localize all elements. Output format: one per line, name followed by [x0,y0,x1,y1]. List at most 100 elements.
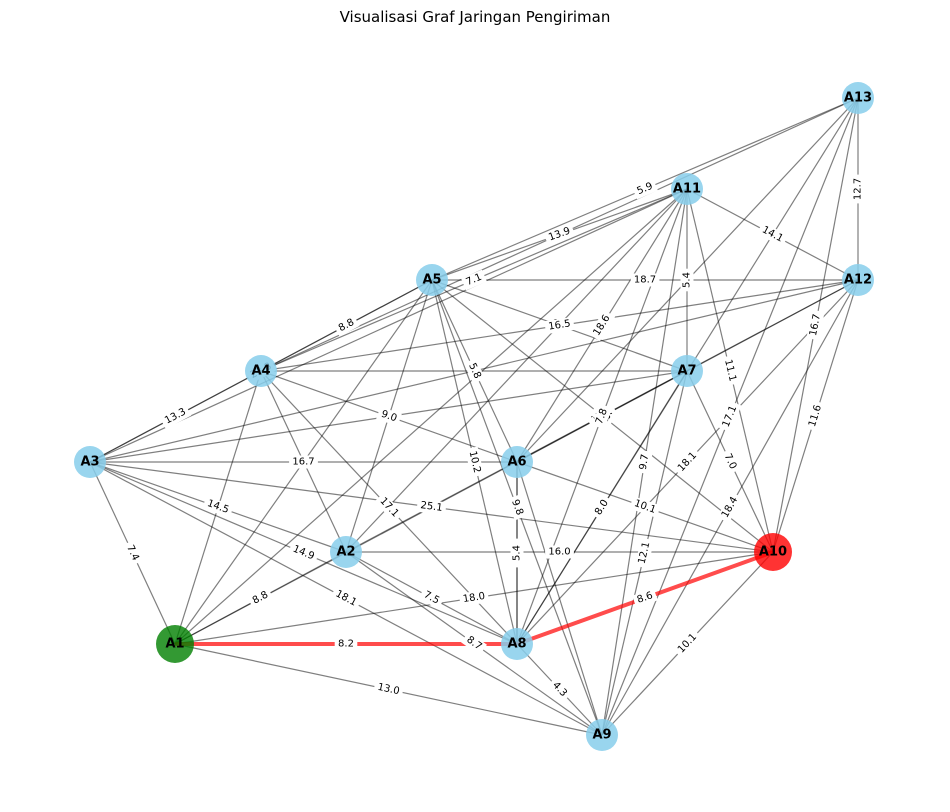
node-a3: A3 [74,446,106,478]
edge-weight-label: 14.5 [202,496,234,518]
svg-text:18.0: 18.0 [462,591,486,605]
edge-weight-label: 7.5 [418,586,445,610]
edge-weight-label: 8.6 [632,588,658,608]
edge-weight-label: 16.7 [289,455,318,469]
svg-text:10.2: 10.2 [467,450,483,474]
edge-weight-label: 18.1 [330,585,362,612]
svg-text:12.1: 12.1 [637,541,653,565]
edge-weight-label: 11.1 [720,354,740,387]
svg-text:5.4: 5.4 [512,545,523,561]
edge-weight-label: 7.8 [591,403,613,430]
edge-weight-label: 18.6 [588,309,616,342]
svg-text:13.0: 13.0 [376,682,400,697]
edge-weight-label: 17.1 [718,400,742,433]
edge-weight-label: 5.8 [463,358,486,384]
graph-title: Visualisasi Graf Jaringan Pengiriman [339,8,611,26]
edge-weight-label: 5.4 [680,268,694,292]
node-circle [754,533,792,571]
node-label: A12 [844,273,872,288]
edge-weight-label: 13.3 [159,403,192,430]
node-circle [416,264,448,296]
svg-text:18.7: 18.7 [634,275,656,286]
node-a4: A4 [245,355,277,387]
node-a9: A9 [586,719,618,751]
edge-weight-label: 8.2 [334,637,358,651]
node-a2: A2 [330,536,362,568]
edge-weight-label: 9.7 [636,449,653,475]
node-label: A9 [592,728,611,743]
node-circle [671,173,703,205]
edge-weight-label: 9.0 [376,406,402,427]
svg-text:11.1: 11.1 [722,358,738,382]
node-circle [74,446,106,478]
svg-text:16.5: 16.5 [548,318,572,332]
node-label: A6 [507,455,526,470]
svg-text:25.1: 25.1 [420,500,444,514]
edge-weight-label: 7.0 [719,448,741,475]
node-label: A11 [673,182,701,197]
svg-text:8.2: 8.2 [338,639,354,650]
edge-weight-label: 25.1 [416,498,447,516]
node-label: A7 [677,364,696,379]
node-circle [842,264,874,296]
edge-weight-label: 18.7 [630,273,660,287]
svg-text:9.8: 9.8 [509,498,525,517]
svg-text:16.7: 16.7 [292,457,314,468]
node-label: A5 [422,273,441,288]
node-circle [156,625,194,663]
edge-weight-label: 8.8 [247,586,274,610]
node-a11: A11 [671,173,703,205]
edge-a3-a11 [89,188,688,463]
edge-weight-label: 10.2 [464,446,485,478]
node-a10: A10 [754,533,792,571]
node-circle [501,446,533,478]
node-label: A3 [80,455,99,470]
edge-weight-label: 10.1 [629,496,661,518]
svg-text:12.7: 12.7 [853,178,864,200]
node-label: A10 [759,545,787,560]
edge-labels-layer: 7.4 8.8 13.0 18.0 14.5 7.5 8.7 16.0 11.1 18.1 14.9… [121,174,865,703]
edge-weight-label: 12.1 [634,537,655,569]
node-circle [245,355,277,387]
node-a7: A7 [671,355,703,387]
edge-weight-label: 16.7 [806,309,825,341]
edge-weight-label: 16.5 [544,316,575,335]
edge-weight-label: 18.0 [458,589,490,607]
edge-a1-a11 [174,188,688,645]
edge-weight-label: 14.9 [287,541,320,565]
node-label: A8 [507,637,526,652]
svg-text:9.7: 9.7 [638,453,651,470]
svg-text:5.4: 5.4 [682,272,693,288]
svg-text:8.6: 8.6 [636,590,655,606]
node-label: A13 [844,91,872,106]
edge-weight-label: 9.8 [506,494,528,521]
node-label: A2 [336,545,355,560]
node-label: A1 [165,637,184,652]
edge-weight-label: 14.1 [756,221,789,248]
svg-text:16.0: 16.0 [548,547,570,558]
edge-weight-label: 18.4 [717,491,743,524]
edge-weight-label: 7.1 [461,269,487,291]
node-circle [330,536,362,568]
node-a12: A12 [842,264,874,296]
svg-text:9.0: 9.0 [380,409,399,425]
node-a8: A8 [501,628,533,660]
edge-weight-label: 5.4 [510,541,524,565]
nodes-layer: A1 A2 A3 A4 A5 A6 A7 A8 A9 A10 A11 A12 A13 [74,82,874,751]
node-circle [586,719,618,751]
node-a6: A6 [501,446,533,478]
node-circle [842,82,874,114]
node-a13: A13 [842,82,874,114]
edge-weight-label: 13.9 [543,223,576,246]
node-a5: A5 [416,264,448,296]
edge-weight-label: 5.9 [632,178,658,200]
svg-text:7.8: 7.8 [594,407,610,426]
edge-weight-label: 12.7 [851,174,865,204]
node-circle [671,355,703,387]
edge-weight-label: 13.0 [373,680,404,699]
edge-weight-label: 16.0 [545,545,574,559]
edge-weight-label: 8.8 [333,314,360,337]
edge-weight-label: 11.6 [805,400,826,432]
svg-text:16.7: 16.7 [808,313,823,337]
